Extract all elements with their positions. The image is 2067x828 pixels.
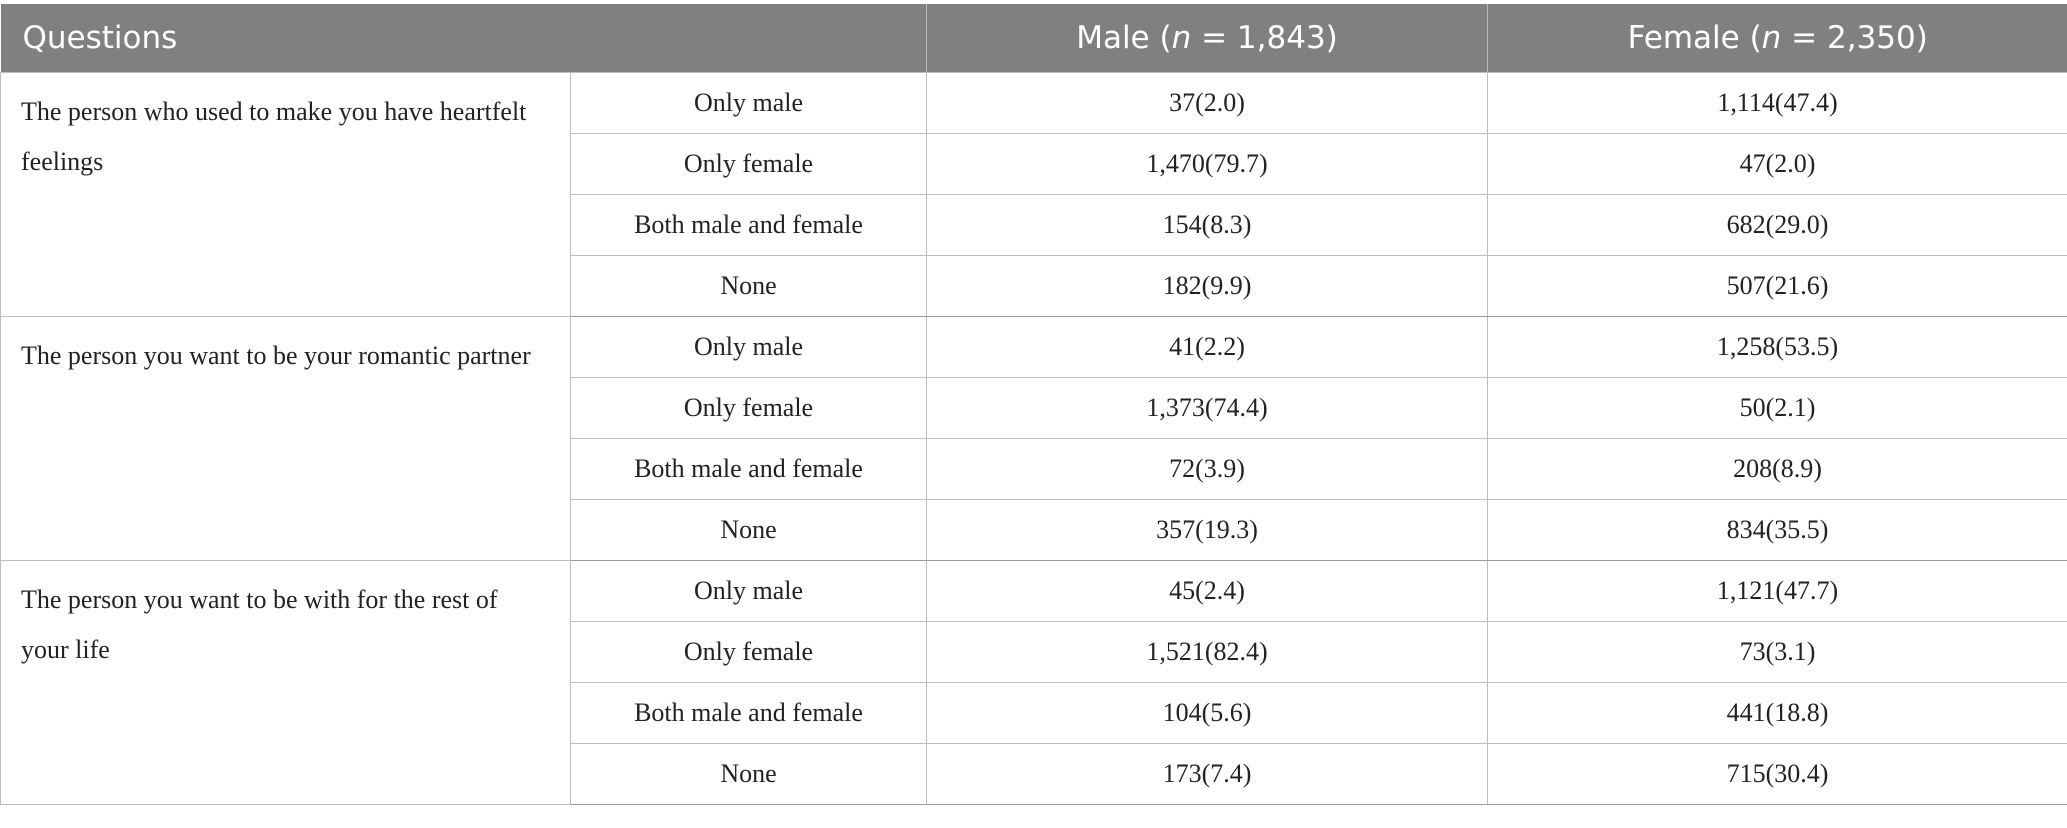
option-cell: None bbox=[570, 743, 927, 805]
male-value-cell: 37(2.0) bbox=[926, 72, 1488, 134]
header-female-n: n bbox=[1761, 20, 1782, 56]
male-value-cell: 104(5.6) bbox=[926, 682, 1488, 744]
option-cell: Both male and female bbox=[570, 438, 927, 500]
header-male-label: Male ( bbox=[1076, 20, 1172, 56]
female-value-cell: 507(21.6) bbox=[1487, 255, 2067, 317]
option-cell: None bbox=[570, 499, 927, 561]
female-value-cell: 1,121(47.7) bbox=[1487, 560, 2067, 622]
header-row: Questions Male (n = 1,843) Female (n = 2… bbox=[0, 4, 2067, 73]
male-value-cell: 72(3.9) bbox=[926, 438, 1488, 500]
data-table: Questions Male (n = 1,843) Female (n = 2… bbox=[0, 4, 2067, 805]
male-value-cell: 41(2.2) bbox=[926, 316, 1488, 378]
table-row: Both male and female 104(5.6) 441(18.8) bbox=[1, 682, 2067, 744]
question-cell: The person you want to be with for the r… bbox=[0, 560, 571, 805]
female-value-cell: 208(8.9) bbox=[1487, 438, 2067, 500]
option-cell: None bbox=[570, 255, 927, 317]
header-female-count: = 2,350) bbox=[1781, 20, 1928, 56]
option-cell: Only female bbox=[570, 621, 927, 683]
table-header: Questions Male (n = 1,843) Female (n = 2… bbox=[0, 4, 2067, 73]
female-value-cell: 50(2.1) bbox=[1487, 377, 2067, 439]
header-female: Female (n = 2,350) bbox=[1487, 4, 2067, 73]
option-cell: Only male bbox=[570, 316, 927, 378]
female-value-cell: 441(18.8) bbox=[1487, 682, 2067, 744]
male-value-cell: 182(9.9) bbox=[926, 255, 1488, 317]
header-female-label: Female ( bbox=[1627, 20, 1762, 56]
option-cell: Only female bbox=[570, 377, 927, 439]
male-value-cell: 1,470(79.7) bbox=[926, 133, 1488, 195]
option-cell: Only female bbox=[570, 133, 927, 195]
header-male-n: n bbox=[1171, 20, 1192, 56]
male-value-cell: 357(19.3) bbox=[926, 499, 1488, 561]
table-row: Only female 1,521(82.4) 73(3.1) bbox=[1, 621, 2067, 683]
table-row: None 357(19.3) 834(35.5) bbox=[1, 499, 2067, 561]
option-cell: Only male bbox=[570, 72, 927, 134]
male-value-cell: 173(7.4) bbox=[926, 743, 1488, 805]
table-row: Both male and female 72(3.9) 208(8.9) bbox=[1, 438, 2067, 500]
female-value-cell: 47(2.0) bbox=[1487, 133, 2067, 195]
male-value-cell: 1,373(74.4) bbox=[926, 377, 1488, 439]
option-cell: Both male and female bbox=[570, 194, 927, 256]
table-body: The person who used to make you have hea… bbox=[0, 72, 2067, 805]
table-row: Only female 1,373(74.4) 50(2.1) bbox=[1, 377, 2067, 439]
male-value-cell: 1,521(82.4) bbox=[926, 621, 1488, 683]
table-row: The person who used to make you have hea… bbox=[0, 72, 2067, 317]
female-value-cell: 1,114(47.4) bbox=[1487, 72, 2067, 134]
option-cell: Only male bbox=[570, 560, 927, 622]
option-cell: Both male and female bbox=[570, 682, 927, 744]
female-value-cell: 834(35.5) bbox=[1487, 499, 2067, 561]
header-male-count: = 1,843) bbox=[1191, 20, 1338, 56]
table-row: None 173(7.4) 715(30.4) bbox=[1, 743, 2067, 805]
table-row: The person you want to be your romantic … bbox=[0, 316, 2067, 561]
header-questions: Questions bbox=[0, 4, 927, 73]
male-value-cell: 154(8.3) bbox=[926, 194, 1488, 256]
table-row: None 182(9.9) 507(21.6) bbox=[1, 255, 2067, 317]
female-value-cell: 715(30.4) bbox=[1487, 743, 2067, 805]
female-value-cell: 73(3.1) bbox=[1487, 621, 2067, 683]
question-cell: The person you want to be your romantic … bbox=[0, 316, 571, 561]
male-value-cell: 45(2.4) bbox=[926, 560, 1488, 622]
female-value-cell: 682(29.0) bbox=[1487, 194, 2067, 256]
question-cell: The person who used to make you have hea… bbox=[0, 72, 571, 317]
table-row: Only female 1,470(79.7) 47(2.0) bbox=[1, 133, 2067, 195]
data-table-container: Questions Male (n = 1,843) Female (n = 2… bbox=[0, 4, 2067, 805]
table-row: The person you want to be with for the r… bbox=[0, 560, 2067, 805]
header-male: Male (n = 1,843) bbox=[926, 4, 1488, 73]
female-value-cell: 1,258(53.5) bbox=[1487, 316, 2067, 378]
